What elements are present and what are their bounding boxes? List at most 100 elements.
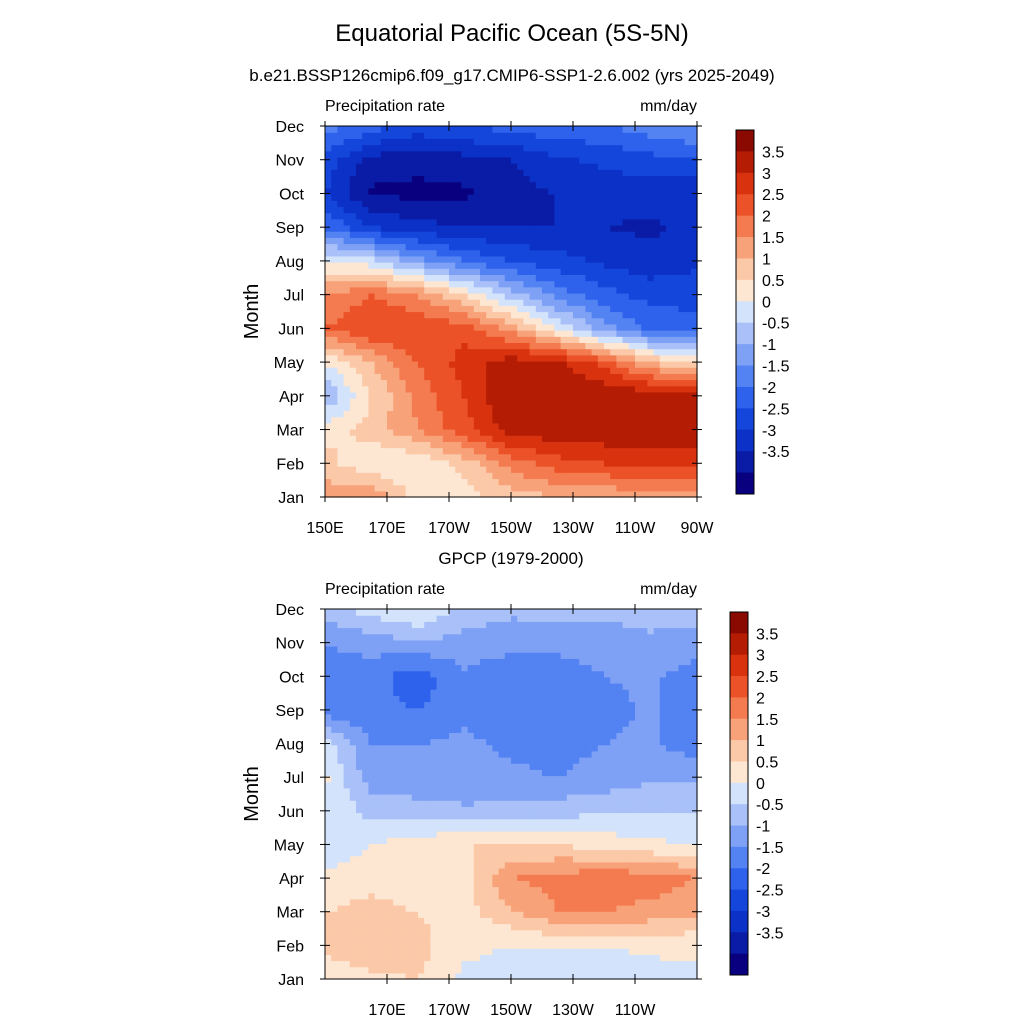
heatmap-cell <box>678 960 686 968</box>
heatmap-cell <box>343 942 351 949</box>
heatmap-cell <box>325 954 332 962</box>
heatmap-cell <box>492 317 500 325</box>
heatmap-cell <box>548 243 555 251</box>
heatmap-cell <box>461 923 469 931</box>
heatmap-cell <box>622 255 630 263</box>
heatmap-cell <box>405 187 413 195</box>
heatmap-cell <box>455 966 462 974</box>
heatmap-cell <box>374 373 382 381</box>
heatmap-cell <box>597 126 605 133</box>
heatmap-cell <box>635 305 642 313</box>
heatmap-cell <box>368 342 376 350</box>
heatmap-cell <box>480 163 487 170</box>
heatmap-cell <box>666 886 673 894</box>
heatmap-cell <box>529 886 537 894</box>
heatmap-cell <box>424 262 431 269</box>
heatmap-cell <box>411 929 419 937</box>
heatmap-cell <box>411 231 419 238</box>
heatmap-cell <box>566 459 574 467</box>
heatmap-cell <box>628 478 636 486</box>
heatmap-cell <box>498 855 506 863</box>
heatmap-cell <box>461 336 469 344</box>
heatmap-cell <box>604 923 611 931</box>
heatmap-cell <box>430 898 438 906</box>
heatmap-cell <box>610 935 617 943</box>
heatmap-cell <box>560 243 568 251</box>
heatmap-cell <box>659 435 667 442</box>
heatmap-cell <box>349 243 357 251</box>
heatmap-cell <box>393 972 400 980</box>
heatmap-cell <box>418 323 425 331</box>
heatmap-cell <box>492 954 500 962</box>
heatmap-cell <box>548 911 555 918</box>
heatmap-cell <box>523 428 531 436</box>
heatmap-cell <box>480 280 487 288</box>
heatmap-cell <box>628 948 636 955</box>
heatmap-cell <box>616 268 624 275</box>
heatmap-cell <box>337 156 345 164</box>
heatmap-cell <box>690 224 698 232</box>
heatmap-cell <box>331 150 338 158</box>
heatmap-cell <box>325 905 332 912</box>
heatmap-cell <box>566 892 574 900</box>
heatmap-cell <box>349 286 357 294</box>
heatmap-cell <box>523 905 531 912</box>
heatmap-cell <box>529 218 537 226</box>
heatmap-cell <box>368 472 376 480</box>
heatmap-cell <box>424 441 431 449</box>
heatmap-cell <box>560 249 568 257</box>
heatmap-cell <box>430 435 438 442</box>
heatmap-cell <box>436 880 444 888</box>
heatmap-cell <box>461 880 469 888</box>
heatmap-cell <box>461 268 469 275</box>
heatmap-cell <box>684 138 692 146</box>
heatmap-cell <box>498 317 506 325</box>
heatmap-cell <box>647 224 655 232</box>
right-label: mm/day <box>640 98 697 115</box>
heatmap-cell <box>436 224 444 232</box>
heatmap-cell <box>374 305 382 313</box>
heatmap-cell <box>380 428 388 436</box>
heatmap-cell <box>591 868 599 875</box>
heatmap-cell <box>430 243 438 251</box>
heatmap-cell <box>647 398 655 405</box>
heatmap-cell <box>678 231 686 238</box>
heatmap-cell <box>325 323 332 331</box>
heatmap-cell <box>554 348 562 356</box>
heatmap-cell <box>374 200 382 207</box>
heatmap-cell <box>684 948 692 955</box>
heatmap-cell <box>461 843 469 851</box>
heatmap-cell <box>442 966 450 974</box>
heatmap-cell <box>554 200 562 207</box>
heatmap-cell <box>325 299 332 306</box>
heatmap-cell <box>690 200 698 207</box>
heatmap-cell <box>325 280 332 288</box>
heatmap-cell <box>635 861 642 869</box>
heatmap-cell <box>331 354 338 362</box>
heatmap-cell <box>405 490 413 498</box>
heatmap-cell <box>337 255 345 263</box>
heatmap-cell <box>393 404 400 412</box>
heatmap-cell <box>399 169 407 177</box>
heatmap-cell <box>653 428 661 436</box>
heatmap-cell <box>504 892 512 900</box>
heatmap-cell <box>374 169 382 177</box>
heatmap-cell <box>449 360 456 368</box>
heatmap-cell <box>573 299 580 306</box>
heatmap-cell <box>418 200 425 207</box>
heatmap-cell <box>542 206 549 214</box>
heatmap-cell <box>343 212 351 220</box>
heatmap-cell <box>690 490 698 498</box>
heatmap-cell <box>604 169 611 177</box>
heatmap-cell <box>393 163 400 170</box>
heatmap-cell <box>585 181 593 189</box>
heatmap-cell <box>511 175 518 183</box>
heatmap-cell <box>393 181 400 189</box>
heatmap-cell <box>610 954 617 962</box>
heatmap-cell <box>380 237 388 245</box>
heatmap-cell <box>616 317 624 325</box>
heatmap-cell <box>659 948 667 955</box>
heatmap-cell <box>659 929 667 937</box>
heatmap-cell <box>442 849 450 857</box>
heatmap-cell <box>467 874 475 881</box>
